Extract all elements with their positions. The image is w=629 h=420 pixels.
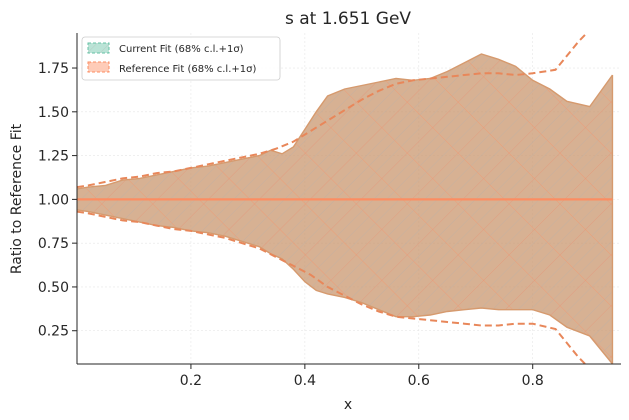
y-tick-label-2: 0.75: [38, 236, 69, 252]
axes: [76, 33, 621, 365]
chart-title: s at 1.651 GeV: [285, 9, 411, 29]
legend-label-reference: Reference Fit (68% c.l.+1σ): [119, 64, 256, 75]
x-tick-label-3: 0.8: [522, 373, 544, 389]
y-tick-label-0: 0.25: [38, 324, 69, 340]
y-tick-label-6: 1.75: [38, 61, 69, 77]
legend-entry-reference: Reference Fit (68% c.l.+1σ): [87, 61, 256, 75]
y-tick-label-4: 1.25: [38, 149, 69, 165]
x-tick-label-2: 0.6: [408, 373, 430, 389]
x-tick-label-0: 0.2: [180, 373, 202, 389]
plot-area: [77, 33, 614, 364]
x-ticks: 0.2 0.4 0.6 0.8: [180, 364, 544, 389]
legend: Current Fit (68% c.l.+1σ) Reference Fit …: [81, 36, 281, 81]
y-tick-label-3: 1.00: [38, 192, 69, 208]
x-tick-label-1: 0.4: [294, 373, 316, 389]
y-ticks: 0.25 0.50 0.75 1.00 1.25 1.50 1.75: [38, 61, 77, 340]
legend-entry-current: Current Fit (68% c.l.+1σ): [87, 42, 244, 55]
x-axis-label: x: [344, 397, 352, 413]
y-tick-label-5: 1.50: [38, 105, 69, 121]
legend-label-current: Current Fit (68% c.l.+1σ): [119, 44, 244, 55]
legend-box: [81, 36, 281, 81]
reference-fit-upper-line: [77, 33, 589, 189]
reference-fit-hatch: [77, 54, 613, 364]
y-tick-label-1: 0.50: [38, 280, 69, 296]
reference-fit-lower-line: [77, 210, 587, 364]
y-axis-label: Ratio to Reference Fit: [9, 123, 25, 274]
